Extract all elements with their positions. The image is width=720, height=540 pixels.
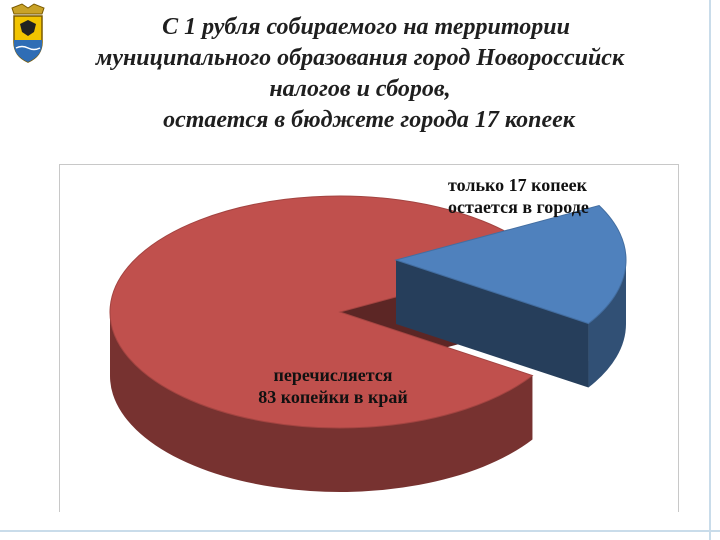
slide-title: С 1 рубля собираемого на территории муни…: [0, 12, 720, 148]
city-coat-of-arms-icon: [11, 3, 45, 63]
slide-bottom-accent-line: [0, 530, 720, 532]
data-label-line: только 17 копеек: [448, 175, 587, 195]
data-label-line: перечисляется: [273, 365, 393, 385]
data-label-line: 83 копейки в край: [258, 387, 408, 407]
data-label-large-slice: перечисляется 83 копейки в край: [218, 364, 448, 408]
title-line: муниципального образования город Новорос…: [95, 45, 625, 71]
pie-slice-large-side: [110, 312, 533, 492]
data-label-small-slice: только 17 копеек остается в городе: [448, 174, 648, 218]
title-line: остается в бюджете города 17 копеек: [163, 107, 575, 133]
pie-slice-small-cut-face: [396, 260, 589, 388]
data-label-line: остается в городе: [448, 197, 589, 217]
pie-slice-small-side: [588, 260, 626, 388]
title-line: налогов и сборов,: [269, 76, 451, 102]
pie-slice-small: [394, 204, 627, 325]
slide-side-accent-line: [709, 0, 711, 540]
title-line: С 1 рубля собираемого на территории: [162, 14, 570, 40]
